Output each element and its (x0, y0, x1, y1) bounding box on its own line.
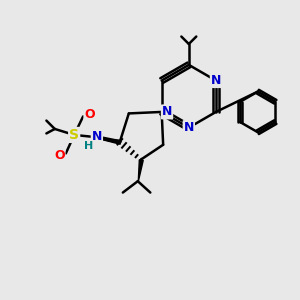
Text: N: N (162, 105, 172, 119)
Text: N: N (92, 130, 102, 143)
Text: N: N (211, 74, 221, 87)
Text: O: O (54, 149, 64, 162)
Text: H: H (84, 141, 93, 151)
Text: S: S (69, 128, 79, 142)
Text: N: N (184, 121, 194, 134)
Text: O: O (84, 107, 95, 121)
